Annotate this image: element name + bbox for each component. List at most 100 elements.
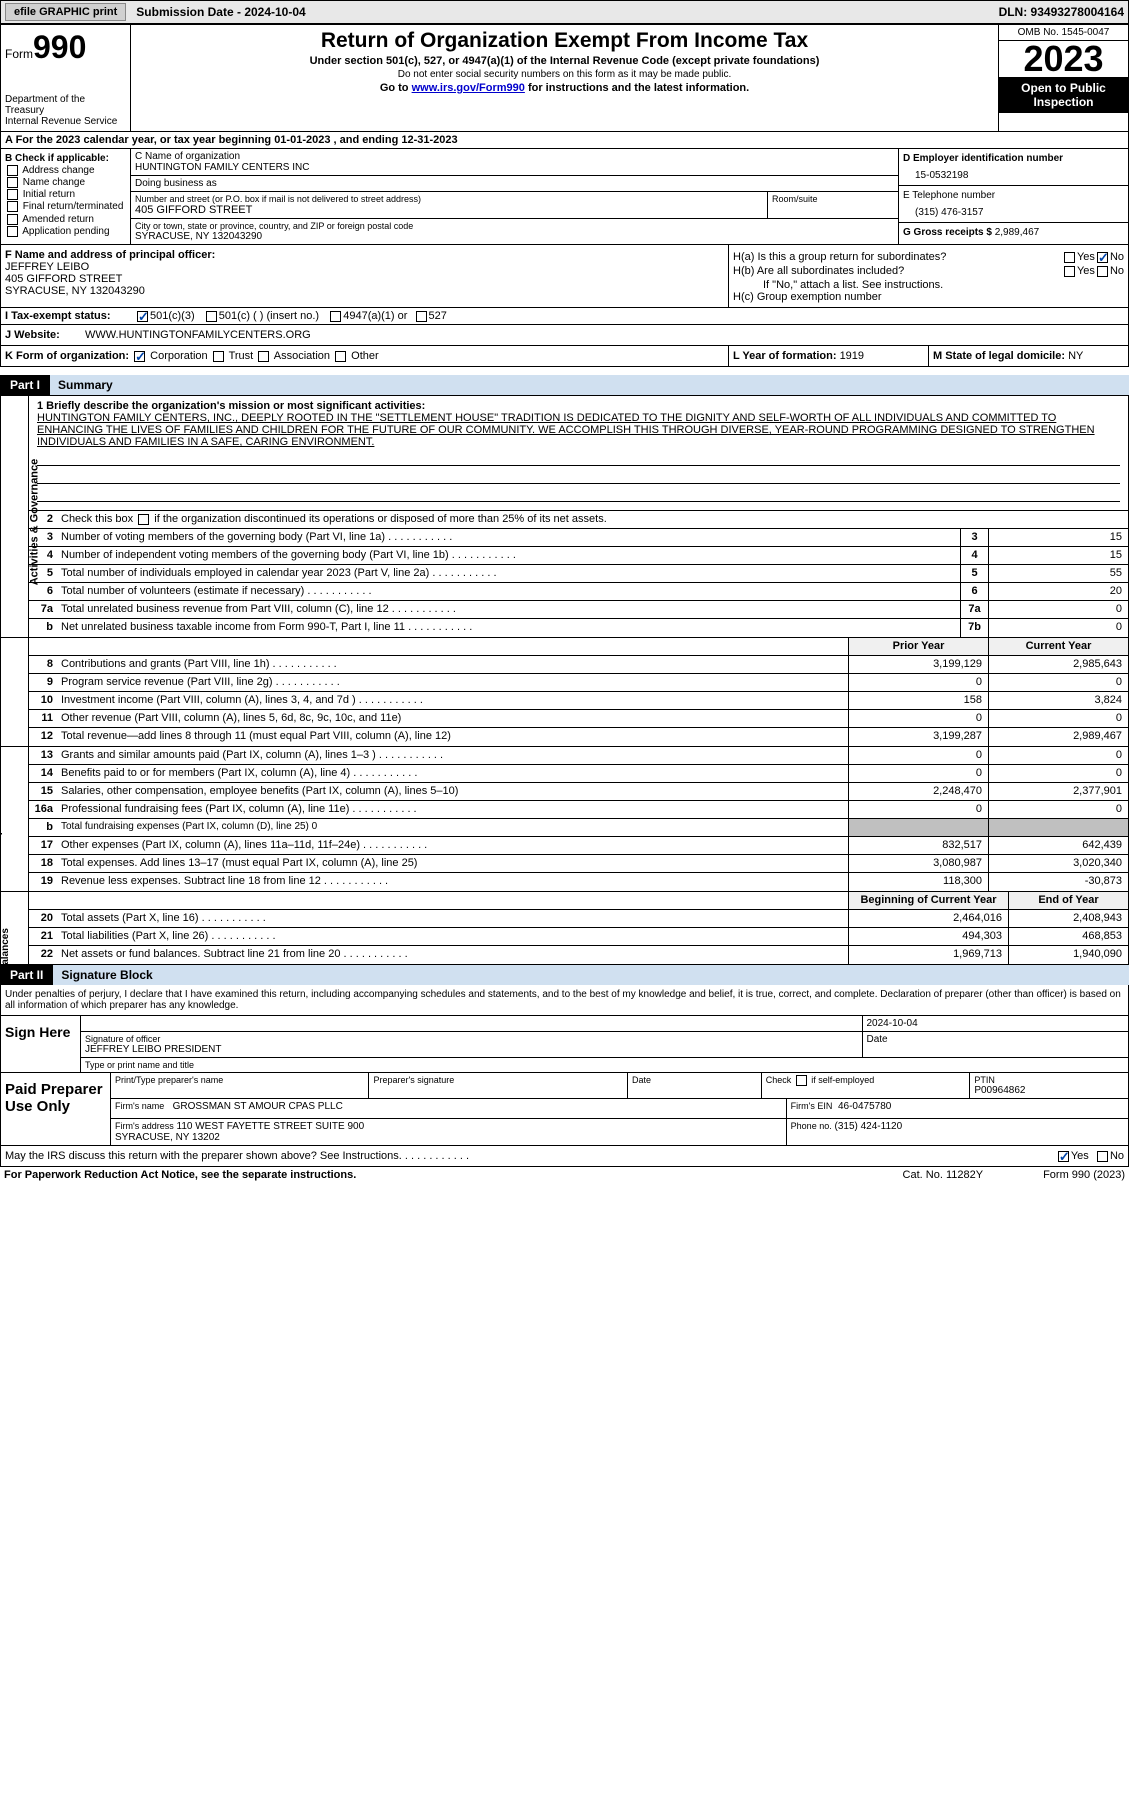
row-j: J Website: WWW.HUNTINGTONFAMILYCENTERS.O…	[0, 325, 1129, 346]
part1-header: Part I Summary	[0, 375, 1129, 395]
sign-here-row: Sign Here 2024-10-04 Signature of office…	[1, 1015, 1128, 1072]
subtitle-1: Under section 501(c), 527, or 4947(a)(1)…	[135, 55, 994, 67]
vtab-rev: Revenue	[1, 638, 29, 746]
row-a: A For the 2023 calendar year, or tax yea…	[0, 132, 1129, 149]
header-right: OMB No. 1545-0047 2023 Open to Public In…	[998, 25, 1128, 131]
vtab-gov: Activities & Governance	[1, 396, 29, 637]
line-6: 6Total number of volunteers (estimate if…	[29, 583, 1128, 601]
col-h: H(a) Is this a group return for subordin…	[728, 245, 1128, 307]
form-title: Return of Organization Exempt From Incom…	[135, 29, 994, 53]
form-number: Form990	[5, 29, 126, 66]
signature-block: Under penalties of perjury, I declare th…	[0, 985, 1129, 1146]
room-cell: Room/suite	[768, 192, 898, 218]
line-7a: 7aTotal unrelated business revenue from …	[29, 601, 1128, 619]
summary-table: Activities & Governance 1 Briefly descri…	[0, 395, 1129, 638]
phone-cell: E Telephone number (315) 476-3157	[899, 186, 1128, 223]
line-12: 12Total revenue—add lines 8 through 11 (…	[29, 728, 1128, 746]
line-8: 8Contributions and grants (Part VIII, li…	[29, 656, 1128, 674]
expenses-table: Expenses 13Grants and similar amounts pa…	[0, 747, 1129, 892]
part2-header: Part II Signature Block	[0, 965, 1129, 985]
hb-yes[interactable]	[1064, 266, 1075, 277]
open-inspection: Open to Public Inspection	[999, 77, 1128, 113]
line-17: 17Other expenses (Part IX, column (A), l…	[29, 837, 1128, 855]
may-no[interactable]	[1097, 1151, 1108, 1162]
header-left: Form990 Department of the Treasury Inter…	[1, 25, 131, 131]
ein-cell: D Employer identification number 15-0532…	[899, 149, 1128, 186]
line-4: 4Number of independent voting members of…	[29, 547, 1128, 565]
declaration: Under penalties of perjury, I declare th…	[1, 985, 1128, 1015]
may-yes[interactable]	[1058, 1151, 1069, 1162]
cb-501c[interactable]	[206, 311, 217, 322]
line-5: 5Total number of individuals employed in…	[29, 565, 1128, 583]
line-22: 22Net assets or fund balances. Subtract …	[29, 946, 1128, 964]
line-21: 21Total liabilities (Part X, line 26)494…	[29, 928, 1128, 946]
line-7b: bNet unrelated business taxable income f…	[29, 619, 1128, 637]
row-i: I Tax-exempt status: 501(c)(3) 501(c) ( …	[0, 308, 1129, 325]
row-k: K Form of organization: Corporation Trus…	[0, 346, 1129, 367]
k-form-org: K Form of organization: Corporation Trus…	[1, 346, 728, 366]
dln: DLN: 93493278004164	[999, 5, 1124, 19]
col-d: D Employer identification number 15-0532…	[898, 149, 1128, 244]
line-19: 19Revenue less expenses. Subtract line 1…	[29, 873, 1128, 891]
cb-4947[interactable]	[330, 311, 341, 322]
efile-print-button[interactable]: efile GRAPHIC print	[5, 3, 126, 21]
subtitle-3: Go to www.irs.gov/Form990 for instructio…	[135, 82, 994, 94]
hb2: If "No," attach a list. See instructions…	[733, 279, 1124, 291]
line-9: 9Program service revenue (Part VIII, lin…	[29, 674, 1128, 692]
irs-link[interactable]: www.irs.gov/Form990	[412, 82, 525, 94]
revenue-table: Revenue Prior YearCurrent Year 8Contribu…	[0, 638, 1129, 747]
hb-no[interactable]	[1097, 266, 1108, 277]
line-20: 20Total assets (Part X, line 16)2,464,01…	[29, 910, 1128, 928]
tax-year: 2023	[999, 41, 1128, 77]
line-14: 14Benefits paid to or for members (Part …	[29, 765, 1128, 783]
cb-501c3[interactable]	[137, 311, 148, 322]
ha-yes[interactable]	[1064, 252, 1075, 263]
form-header: Form990 Department of the Treasury Inter…	[0, 24, 1129, 132]
cb-trust[interactable]	[213, 351, 224, 362]
cb-amended[interactable]: Amended return	[5, 214, 126, 225]
ha-row: H(a) Is this a group return for subordin…	[733, 251, 1124, 263]
section-fh: F Name and address of principal officer:…	[0, 245, 1129, 308]
vtab-exp: Expenses	[1, 747, 29, 891]
cb-app-pending[interactable]: Application pending	[5, 226, 126, 237]
footer: For Paperwork Reduction Act Notice, see …	[0, 1167, 1129, 1183]
netassets-table: Net Assets or Fund Balances Beginning of…	[0, 892, 1129, 965]
submission-date: Submission Date - 2024-10-04	[130, 5, 998, 19]
hc: H(c) Group exemption number	[733, 291, 1124, 303]
cb-discontinued[interactable]	[138, 514, 149, 525]
street-cell: Number and street (or P.O. box if mail i…	[131, 192, 768, 218]
line-18: 18Total expenses. Add lines 13–17 (must …	[29, 855, 1128, 873]
cb-other[interactable]	[335, 351, 346, 362]
line-3: 3Number of voting members of the governi…	[29, 529, 1128, 547]
department: Department of the Treasury Internal Reve…	[5, 94, 126, 127]
city-cell: City or town, state or province, country…	[131, 219, 898, 244]
cb-assoc[interactable]	[258, 351, 269, 362]
paid-preparer-row: Paid Preparer Use Only Print/Type prepar…	[1, 1072, 1128, 1145]
ha-no[interactable]	[1097, 252, 1108, 263]
rev-hdr: Prior YearCurrent Year	[29, 638, 1128, 656]
line-10: 10Investment income (Part VIII, column (…	[29, 692, 1128, 710]
line-2: 2Check this box if the organization disc…	[29, 511, 1128, 529]
m-state: M State of legal domicile: NY	[928, 346, 1128, 366]
org-name-cell: C Name of organization HUNTINGTON FAMILY…	[131, 149, 898, 176]
cb-self-emp[interactable]	[796, 1075, 807, 1086]
net-hdr: Beginning of Current YearEnd of Year	[29, 892, 1128, 910]
col-b: B Check if applicable: Address change Na…	[1, 149, 131, 244]
line-15: 15Salaries, other compensation, employee…	[29, 783, 1128, 801]
may-discuss-row: May the IRS discuss this return with the…	[0, 1146, 1129, 1167]
line-16b: bTotal fundraising expenses (Part IX, co…	[29, 819, 1128, 837]
header-mid: Return of Organization Exempt From Incom…	[131, 25, 998, 131]
cb-527[interactable]	[416, 311, 427, 322]
line-13: 13Grants and similar amounts paid (Part …	[29, 747, 1128, 765]
mission-block: 1 Briefly describe the organization's mi…	[29, 396, 1128, 511]
subtitle-2: Do not enter social security numbers on …	[135, 69, 994, 80]
address-row: Number and street (or P.O. box if mail i…	[131, 192, 898, 219]
cb-initial-return[interactable]: Initial return	[5, 189, 126, 200]
top-bar: efile GRAPHIC print Submission Date - 20…	[0, 0, 1129, 24]
vtab-net: Net Assets or Fund Balances	[1, 892, 29, 964]
cb-corp[interactable]	[134, 351, 145, 362]
cb-final-return[interactable]: Final return/terminated	[5, 201, 126, 212]
cb-name-change[interactable]: Name change	[5, 177, 126, 188]
cb-address-change[interactable]: Address change	[5, 165, 126, 176]
line-16a: 16aProfessional fundraising fees (Part I…	[29, 801, 1128, 819]
